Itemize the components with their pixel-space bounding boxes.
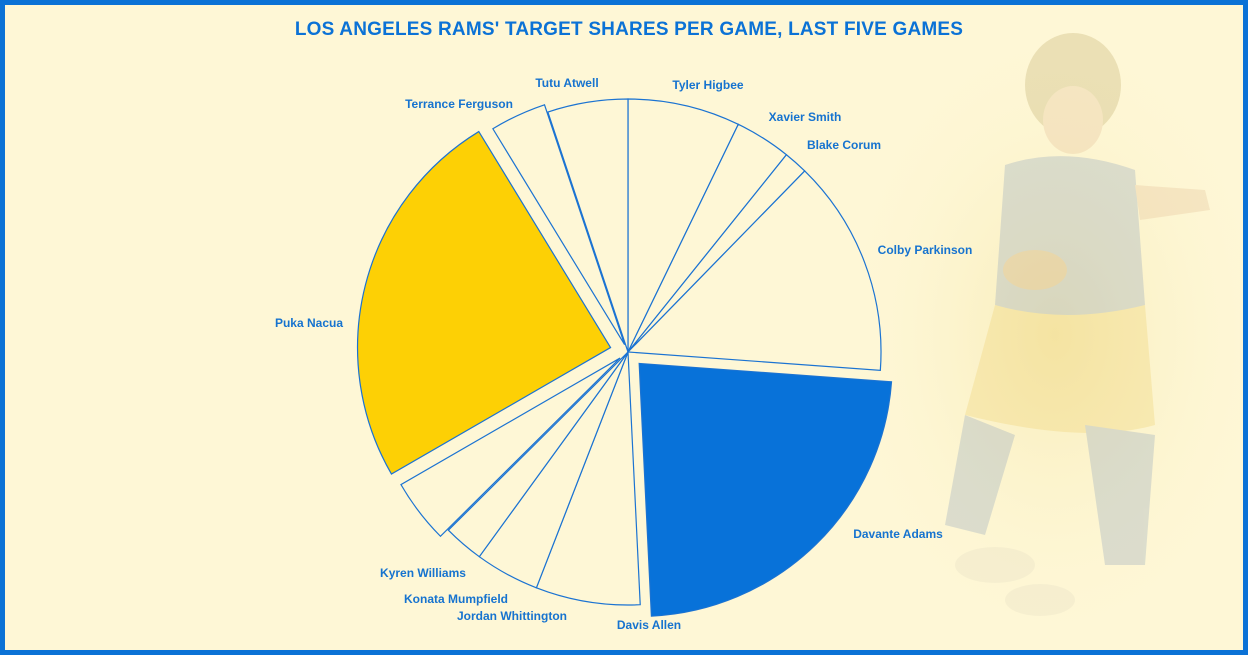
pie-slice-kyren-williams	[400, 357, 621, 538]
slice-label-puka-nacua: Puka Nacua	[275, 316, 343, 330]
pie-slice-puka-nacua	[356, 130, 612, 475]
slice-label-terrance-ferguson: Terrance Ferguson	[405, 97, 513, 111]
pie-slice-konata-mumpfield	[447, 351, 629, 558]
player-photo-background	[825, 5, 1243, 650]
slice-label-kyren-williams: Kyren Williams	[380, 566, 466, 580]
slice-label-jordan-whittington: Jordan Whittington	[457, 609, 567, 623]
slice-label-tyler-higbee: Tyler Higbee	[672, 78, 743, 92]
slice-label-davis-allen: Davis Allen	[617, 618, 681, 632]
slice-label-colby-parkinson: Colby Parkinson	[878, 243, 973, 257]
pie-slice-terrance-ferguson	[492, 104, 626, 346]
chart-title: LOS ANGELES RAMS' TARGET SHARES PER GAME…	[294, 19, 964, 40]
pie-chart: Tyler Higbee Xavier Smith Blake Corum Colby…	[275, 76, 973, 632]
pie-slice-tyler-higbee	[627, 98, 740, 353]
slice-label-blake-corum: Blake Corum	[807, 138, 881, 152]
pie-slice-tutu-atwell	[547, 98, 629, 353]
pie-slice-davante-adams	[638, 362, 893, 617]
slice-label-tutu-atwell: Tutu Atwell	[535, 76, 598, 90]
slice-label-davante-adams: Davante Adams	[853, 527, 943, 541]
slice-label-xavier-smith: Xavier Smith	[769, 110, 842, 124]
slice-label-konata-mumpfield: Konata Mumpfield	[404, 592, 508, 606]
pie-slice-colby-parkinson	[626, 170, 882, 371]
